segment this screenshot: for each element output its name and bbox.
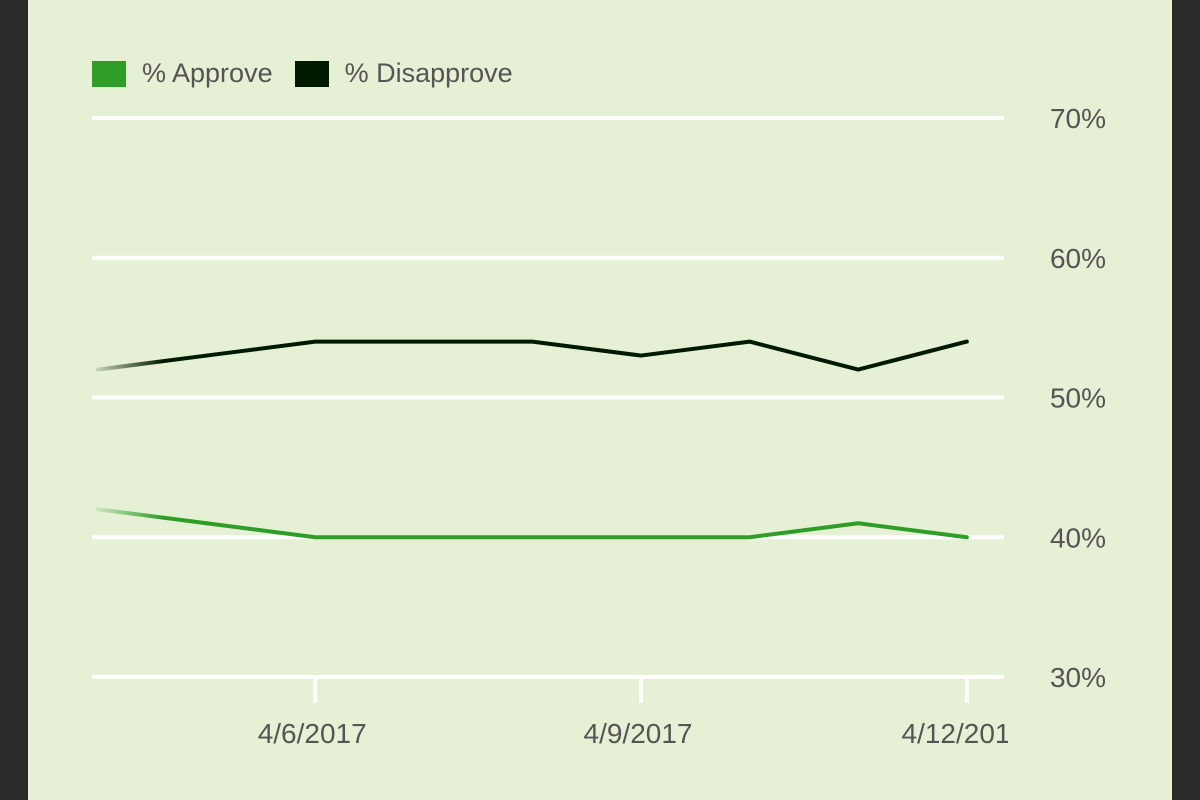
y-tick-label: 50%	[1050, 383, 1106, 414]
series-line-start-approve	[96, 507, 209, 526]
y-tick-label: 40%	[1050, 522, 1106, 553]
chart-legend: % Approve % Disapprove	[92, 58, 513, 89]
y-tick-label: 30%	[1050, 662, 1106, 693]
x-tick-label: 4/6/2017	[258, 718, 367, 749]
legend-swatch-disapprove	[294, 60, 329, 87]
chart-panel: % Approve % Disapprove 30% 40% 50% 60% 70% 4/…	[28, 0, 1172, 800]
series-line-disapprove	[204, 339, 969, 372]
legend-item-approve: % Approve	[92, 58, 273, 89]
legend-label-disapprove: % Disapprove	[344, 58, 513, 88]
series-line-approve	[204, 521, 969, 540]
legend-item-disapprove: % Disapprove	[294, 58, 513, 89]
series-line-start-disapprove	[96, 353, 209, 372]
x-tick-label: 4/9/2017	[584, 718, 693, 749]
legend-swatch-approve	[92, 60, 126, 87]
y-tick-label: 70%	[1050, 103, 1106, 134]
x-label-clip-mask	[1008, 705, 1068, 765]
line-chart: 30% 40% 50% 60% 70% 4/6/2017 4/9/2017 4/12/2017	[92, 103, 1106, 765]
legend-label-approve: % Approve	[142, 58, 273, 88]
y-tick-label: 60%	[1050, 243, 1106, 274]
x-tick-label: 4/12/2017	[902, 718, 1027, 749]
